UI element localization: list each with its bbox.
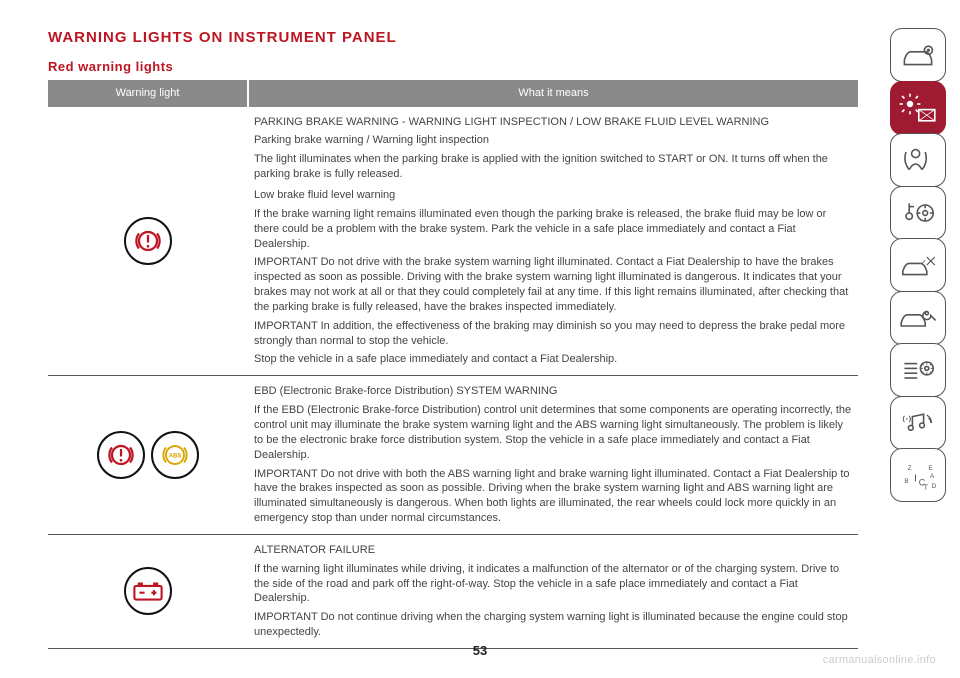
svg-text:E: E: [928, 465, 932, 472]
row-text: IMPORTANT In addition, the effectiveness…: [254, 319, 852, 349]
brake-warning-icon: [124, 217, 172, 265]
col-header-meaning: What it means: [248, 80, 858, 107]
svg-text:B: B: [904, 478, 908, 485]
meaning-cell: ALTERNATOR FAILURE If the warning light …: [248, 534, 858, 648]
table-row: PARKING BRAKE WARNING - WARNING LIGHT IN…: [48, 107, 858, 376]
tab-starting[interactable]: [890, 186, 946, 240]
tab-index[interactable]: Z E B A D I C T: [890, 448, 946, 502]
warning-light-cell: ABS: [48, 376, 248, 535]
svg-text:T: T: [924, 482, 929, 491]
row-text: Low brake fluid level warning: [254, 188, 852, 203]
tab-vehicle-info[interactable]: [890, 28, 946, 82]
row-text: If the brake warning light remains illum…: [254, 207, 852, 252]
page-title: WARNING LIGHTS ON INSTRUMENT PANEL: [48, 28, 858, 48]
section-tabs: Z E B A D I C T: [890, 28, 946, 501]
abs-warning-icon: ABS: [151, 431, 199, 479]
row-title: PARKING BRAKE WARNING - WARNING LIGHT IN…: [254, 115, 852, 130]
table-row: ABS EBD (Electronic Brake-force Distribu…: [48, 376, 858, 535]
row-text: The light illuminates when the parking b…: [254, 152, 852, 182]
row-text: If the warning light illuminates while d…: [254, 562, 852, 607]
svg-text:Z: Z: [908, 465, 912, 472]
row-text: IMPORTANT Do not continue driving when t…: [254, 610, 852, 640]
meaning-cell: EBD (Electronic Brake-force Distribution…: [248, 376, 858, 535]
tab-emergency[interactable]: [890, 238, 946, 292]
table-header-row: Warning light What it means: [48, 80, 858, 107]
section-title: Red warning lights: [48, 58, 858, 76]
brake-warning-icon: [97, 431, 145, 479]
svg-text:I: I: [914, 473, 917, 484]
row-text: Parking brake warning / Warning light in…: [254, 133, 852, 148]
tab-warning-lights[interactable]: [890, 81, 946, 135]
row-title: ALTERNATOR FAILURE: [254, 543, 852, 558]
row-text: Stop the vehicle in a safe place immedia…: [254, 352, 852, 367]
svg-text:ABS: ABS: [169, 453, 182, 459]
svg-text:A: A: [930, 473, 935, 480]
row-text: If the EBD (Electronic Brake-force Distr…: [254, 403, 852, 462]
row-title: EBD (Electronic Brake-force Distribution…: [254, 384, 852, 399]
table-row: ALTERNATOR FAILURE If the warning light …: [48, 534, 858, 648]
warning-lights-table: Warning light What it means: [48, 80, 858, 649]
tab-safety[interactable]: [890, 133, 946, 187]
row-text: IMPORTANT Do not drive with the brake sy…: [254, 255, 852, 314]
warning-light-cell: [48, 534, 248, 648]
tab-multimedia[interactable]: [890, 396, 946, 450]
svg-text:D: D: [932, 483, 937, 490]
battery-warning-icon: [124, 567, 172, 615]
page-number: 53: [0, 642, 960, 660]
col-header-warning-light: Warning light: [48, 80, 248, 107]
row-text: IMPORTANT Do not drive with both the ABS…: [254, 467, 852, 526]
warning-light-cell: [48, 107, 248, 376]
watermark: carmanualsonline.info: [823, 653, 936, 668]
meaning-cell: PARKING BRAKE WARNING - WARNING LIGHT IN…: [248, 107, 858, 376]
tab-maintenance[interactable]: [890, 291, 946, 345]
tab-specs[interactable]: [890, 343, 946, 397]
page-content: WARNING LIGHTS ON INSTRUMENT PANEL Red w…: [48, 28, 858, 649]
